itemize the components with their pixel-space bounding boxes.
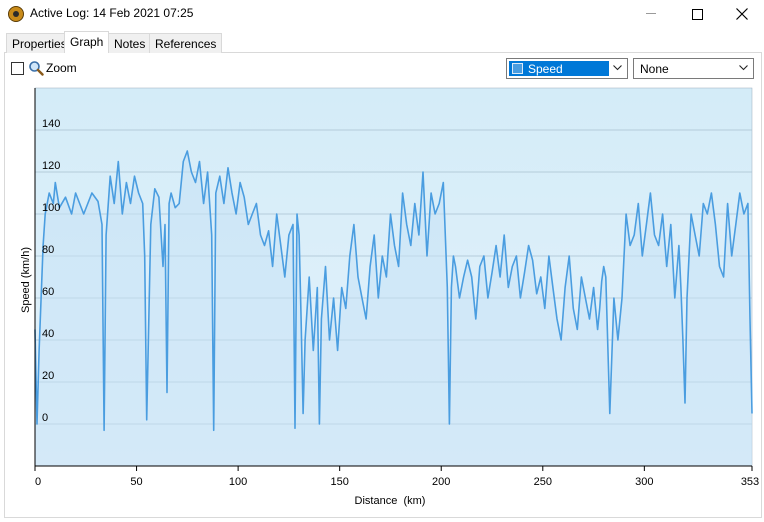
y-axis-label: Speed (km/h) <box>20 247 32 313</box>
minimize-button[interactable] <box>628 0 674 28</box>
y-tick-label: 20 <box>42 370 54 382</box>
y-tick-label: 80 <box>42 244 54 256</box>
close-button[interactable] <box>719 0 764 28</box>
secondary-series-value: None <box>640 62 669 76</box>
x-tick-label: 0 <box>35 476 41 488</box>
y-tick-label: 60 <box>42 286 54 298</box>
x-tick-label: 300 <box>635 476 653 488</box>
magnifier-icon <box>29 61 44 76</box>
y-tick-label: 120 <box>42 160 60 172</box>
window-title: Active Log: 14 Feb 2021 07:25 <box>30 6 194 20</box>
primary-series-select[interactable]: Speed <box>506 58 628 79</box>
x-axis-label: Distance (km) <box>355 495 426 507</box>
x-tick-label: 150 <box>330 476 348 488</box>
zoom-checkbox[interactable] <box>11 62 24 75</box>
zoom-label: Zoom <box>46 61 77 75</box>
primary-series-selected: Speed <box>509 61 609 76</box>
speed-series-line <box>34 150 753 432</box>
graph-panel <box>4 52 762 518</box>
y-tick-label: 100 <box>42 202 60 214</box>
series-color-swatch <box>512 63 523 74</box>
y-tick-label: 0 <box>42 412 48 424</box>
y-tick-label: 40 <box>42 328 54 340</box>
y-tick-label: 140 <box>42 118 60 130</box>
title-bar: Active Log: 14 Feb 2021 07:25 <box>0 0 764 28</box>
tab-strip-border <box>4 52 762 53</box>
secondary-series-select[interactable]: None <box>633 58 754 79</box>
tab-references[interactable]: References <box>149 33 223 53</box>
maximize-button[interactable] <box>674 0 720 28</box>
tab-strip: Properties Graph Notes References <box>0 31 764 53</box>
primary-series-value: Speed <box>528 61 563 76</box>
maximize-icon <box>691 8 703 20</box>
x-tick-label: 50 <box>130 476 142 488</box>
close-icon <box>736 8 748 20</box>
minimize-icon <box>646 13 656 14</box>
x-tick-label: 353 <box>741 476 759 488</box>
x-tick-label: 100 <box>229 476 247 488</box>
x-tick-label: 200 <box>432 476 450 488</box>
chevron-down-icon <box>739 65 748 71</box>
app-logo-icon <box>8 6 24 22</box>
tab-properties[interactable]: Properties <box>6 33 73 53</box>
chevron-down-icon <box>613 65 622 71</box>
x-tick-label: 250 <box>534 476 552 488</box>
